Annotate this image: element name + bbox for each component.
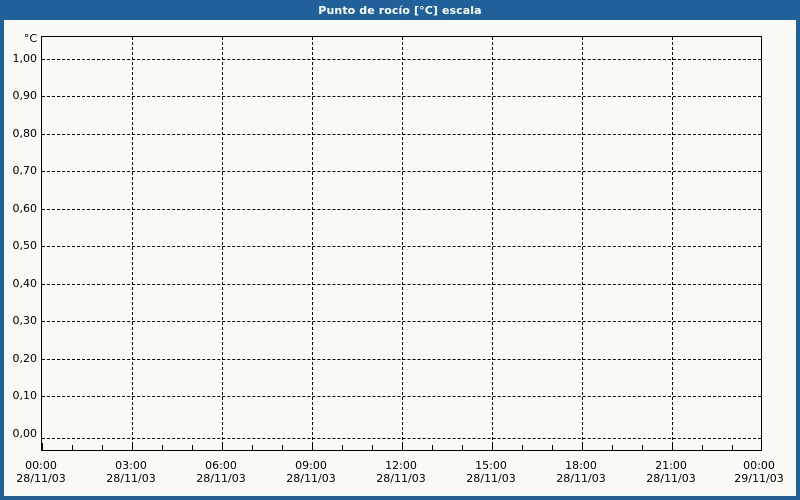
x-tick-minor [342, 445, 343, 450]
x-tick-date: 28/11/03 [646, 472, 696, 485]
x-tick-date: 28/11/03 [286, 472, 336, 485]
window-title-bar: Punto de rocío [°C] escala [4, 0, 796, 20]
gridline-vertical-1200 [402, 37, 403, 450]
x-tick-major-0000-29 [761, 443, 762, 450]
x-tick-label-3: 09:00 28/11/03 [266, 459, 356, 485]
x-tick-time: 15:00 [475, 459, 507, 472]
x-tick-minor [552, 445, 553, 450]
x-tick-label-5: 15:00 28/11/03 [446, 459, 536, 485]
x-tick-major-2100-28 [672, 443, 673, 450]
x-tick-time: 09:00 [295, 459, 327, 472]
chart-canvas: °C 1,00 0,90 0,80 0,70 0,60 0,50 0,40 0,… [4, 20, 796, 496]
x-tick-minor [282, 445, 283, 450]
y-axis-unit-label: °C [23, 32, 37, 45]
gridline-vertical-1800 [582, 37, 583, 450]
y-tick-label-0-60: 0,60 [12, 202, 38, 215]
x-tick-minor [372, 445, 373, 450]
x-tick-minor [432, 445, 433, 450]
x-tick-date: 28/11/03 [16, 472, 66, 485]
gridline-horizontal-0-50 [42, 246, 761, 247]
gridline-vertical-1500 [492, 37, 493, 450]
gridline-horizontal-0-30 [42, 321, 761, 322]
x-tick-date: 28/11/03 [376, 472, 426, 485]
x-tick-label-4: 12:00 28/11/03 [356, 459, 446, 485]
gridline-horizontal-1-00 [42, 59, 761, 60]
x-tick-minor [192, 445, 193, 450]
gridline-horizontal-0-80 [42, 134, 761, 135]
x-tick-minor [702, 445, 703, 450]
x-tick-label-0: 00:00 28/11/03 [4, 459, 86, 485]
x-tick-label-7: 21:00 28/11/03 [626, 459, 716, 485]
x-axis-label-group: 00:00 28/11/03 03:00 28/11/03 06:00 28/1… [4, 20, 796, 496]
x-tick-minor [612, 445, 613, 450]
y-tick-label-0-00: 0,00 [12, 427, 38, 440]
x-tick-time: 06:00 [205, 459, 237, 472]
gridline-horizontal-0-00 [42, 438, 761, 439]
x-tick-date: 29/11/03 [734, 472, 784, 485]
x-tick-minor [72, 445, 73, 450]
plot-area [41, 36, 762, 451]
x-tick-date: 28/11/03 [196, 472, 246, 485]
x-tick-label-1: 03:00 28/11/03 [86, 459, 176, 485]
x-tick-time: 12:00 [385, 459, 417, 472]
x-tick-date: 28/11/03 [106, 472, 156, 485]
x-tick-date: 28/11/03 [556, 472, 606, 485]
x-tick-major-1200-28 [402, 443, 403, 450]
y-tick-label-0-50: 0,50 [12, 239, 38, 252]
gridline-horizontal-0-20 [42, 359, 761, 360]
x-tick-minor [732, 445, 733, 450]
gridline-vertical-0600 [222, 37, 223, 450]
x-tick-minor [252, 445, 253, 450]
x-tick-minor [522, 445, 523, 450]
x-tick-major-0900-28 [312, 443, 313, 450]
x-tick-major-1500-28 [492, 443, 493, 450]
x-tick-minor [462, 445, 463, 450]
x-tick-label-8: 00:00 29/11/03 [714, 459, 796, 485]
y-tick-label-0-80: 0,80 [12, 127, 38, 140]
gridline-vertical-0900 [312, 37, 313, 450]
y-tick-label-0-10: 0,10 [12, 389, 38, 402]
gridline-horizontal-0-60 [42, 209, 761, 210]
x-tick-minor [102, 445, 103, 450]
x-tick-date: 28/11/03 [466, 472, 516, 485]
x-tick-major-0300-28 [132, 443, 133, 450]
y-axis-label-group: °C 1,00 0,90 0,80 0,70 0,60 0,50 0,40 0,… [4, 20, 38, 496]
gridline-horizontal-0-70 [42, 171, 761, 172]
y-tick-label-0-90: 0,90 [12, 89, 38, 102]
x-tick-major-0600-28 [222, 443, 223, 450]
gridline-horizontal-0-90 [42, 96, 761, 97]
x-tick-label-2: 06:00 28/11/03 [176, 459, 266, 485]
x-tick-time: 21:00 [655, 459, 687, 472]
x-tick-major-0000-28 [42, 443, 43, 450]
x-tick-time: 03:00 [115, 459, 147, 472]
x-tick-minor [162, 445, 163, 450]
x-tick-major-1800-28 [582, 443, 583, 450]
gridline-horizontal-0-10 [42, 396, 761, 397]
y-tick-label-0-20: 0,20 [12, 352, 38, 365]
x-tick-minor [642, 445, 643, 450]
y-tick-label-0-70: 0,70 [12, 164, 38, 177]
gridline-vertical-0300 [132, 37, 133, 450]
page-title: Punto de rocío [°C] escala [318, 3, 482, 17]
x-tick-time: 18:00 [565, 459, 597, 472]
y-tick-label-1-00: 1,00 [12, 52, 38, 65]
y-tick-label-0-30: 0,30 [12, 314, 38, 327]
x-tick-time: 00:00 [25, 459, 57, 472]
x-tick-time: 00:00 [743, 459, 775, 472]
y-tick-label-0-40: 0,40 [12, 277, 38, 290]
gridline-vertical-2100 [672, 37, 673, 450]
x-tick-label-6: 18:00 28/11/03 [536, 459, 626, 485]
gridline-horizontal-0-40 [42, 284, 761, 285]
